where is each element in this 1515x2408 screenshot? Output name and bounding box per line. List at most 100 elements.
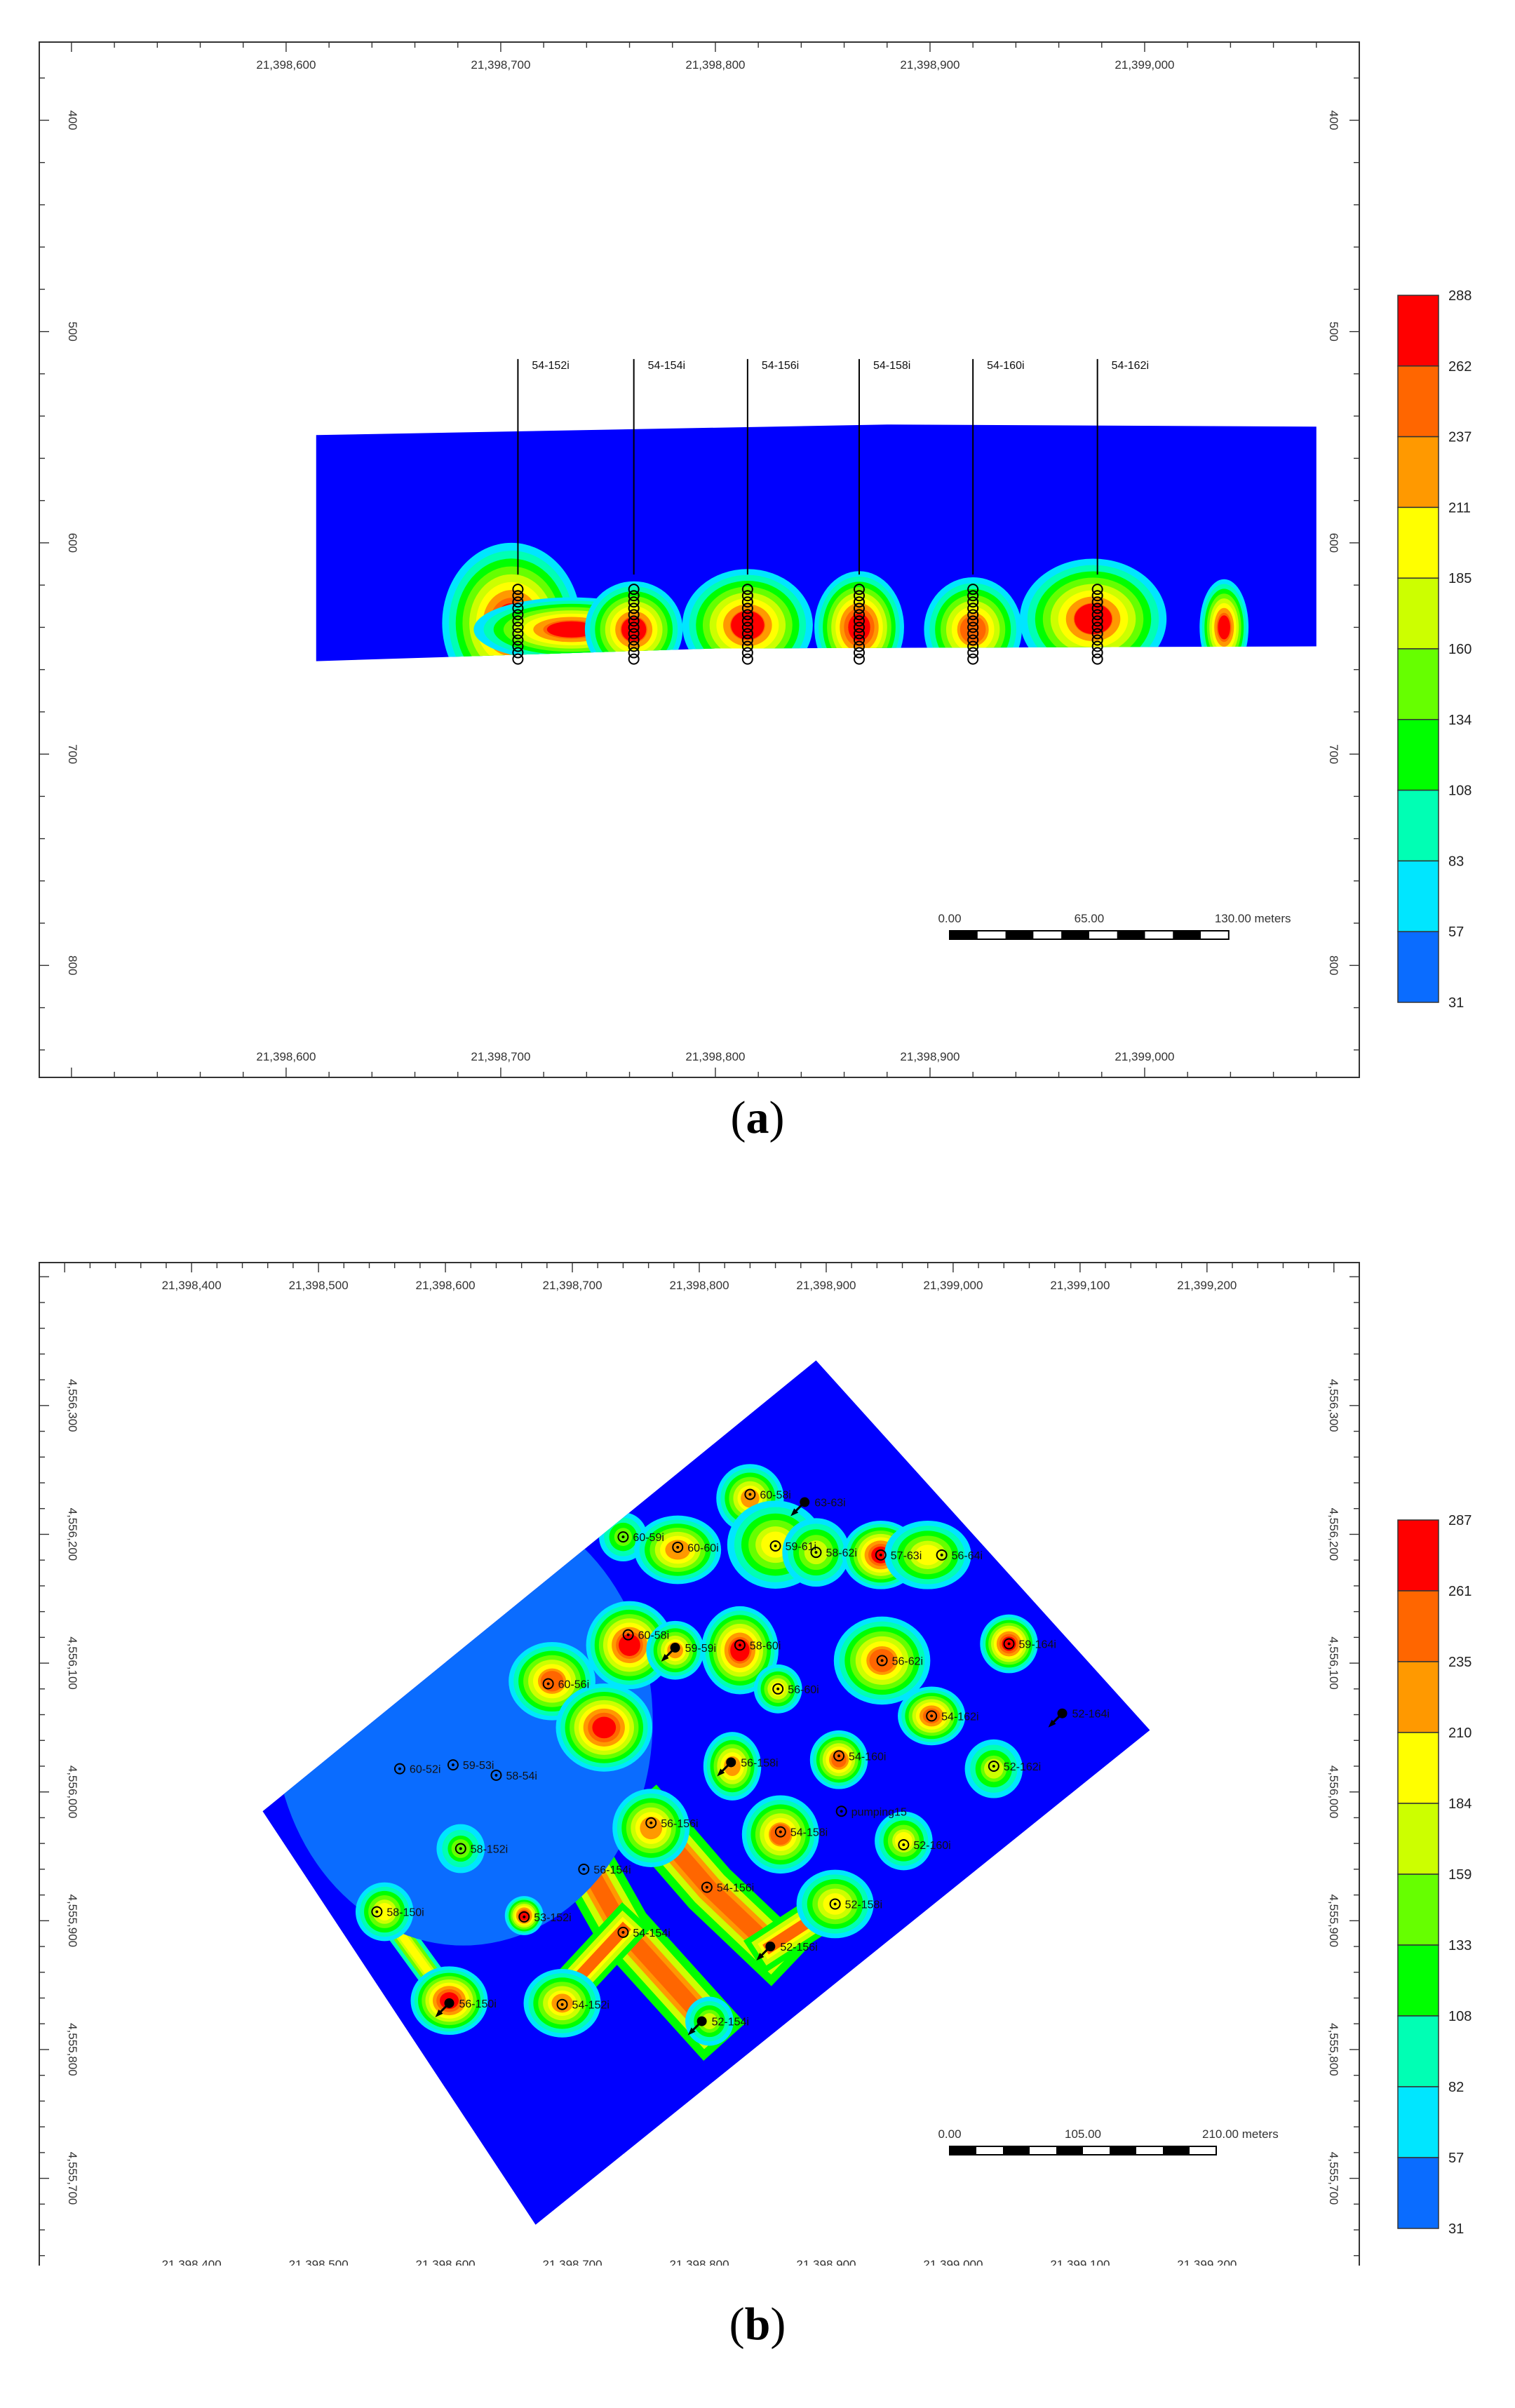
injector-well-icon — [772, 1683, 784, 1695]
legend-swatch — [1397, 506, 1439, 579]
tick-ruler — [39, 1263, 1360, 2256]
screen-marker — [628, 584, 640, 596]
wells: 60-59i 60-60i 60-58i 63-63i 59-61i 58-62i 57-6… — [371, 1488, 1110, 2036]
screen-marker — [967, 653, 979, 665]
screen-marker — [628, 628, 640, 640]
well-arrow-head — [435, 2009, 443, 2017]
injector-well-icon — [829, 1898, 841, 1910]
screen-marker — [853, 640, 865, 652]
well-label: 54-156i — [762, 360, 799, 372]
injector-well-icon — [898, 1838, 910, 1850]
well-label: 52-158i — [845, 1899, 882, 1911]
well-arrow-head — [1048, 1719, 1056, 1728]
injector-well-dot — [879, 1553, 882, 1556]
y-tick-label-left: 4,556,100 — [66, 1636, 79, 1690]
injector-well-icon — [936, 1549, 948, 1561]
injector-well-dot — [546, 1682, 550, 1686]
injector-well-icon — [734, 1639, 746, 1651]
y-tick-label-left: 4,555,700 — [66, 2152, 79, 2205]
screen-marker — [1091, 653, 1103, 665]
screen-marker — [967, 634, 979, 646]
well-label: 52-164i — [1072, 1709, 1110, 1721]
injector-well-dot — [748, 1493, 752, 1496]
screen-marker — [967, 621, 979, 633]
screen-marker — [741, 609, 753, 621]
legend-swatch — [1397, 719, 1439, 791]
y-tick-label-left: 400 — [66, 110, 79, 130]
injector-well-dot — [621, 1930, 625, 1934]
x-tick-label-top: 21,398,400 — [162, 1279, 222, 1292]
y-tick-label-right: 500 — [1327, 321, 1340, 341]
color-legend: 288 262 237 211 185 160 134 108 83 57 31 — [1397, 288, 1472, 1011]
well-label: 54-152i — [572, 2000, 610, 2012]
well-label: 54-162i — [941, 1711, 978, 1723]
well-arrow-head — [717, 1768, 725, 1777]
y-tick-label-left: 4,556,000 — [66, 1765, 79, 1819]
well-label: 60-59i — [633, 1532, 664, 1544]
screen-marker — [853, 621, 865, 633]
well-arrow — [664, 1646, 676, 1659]
injector-well-icon — [617, 1926, 629, 1938]
screen-marker — [967, 603, 979, 614]
x-tick-label-bottom: 21,398,800 — [669, 2258, 729, 2266]
screen-marker — [741, 603, 753, 614]
screen-marker — [853, 628, 865, 640]
screen-marker — [512, 609, 524, 621]
legend-swatch — [1397, 1944, 1439, 2017]
well-label: 59-59i — [685, 1643, 716, 1655]
scale-bar-segment — [1110, 2146, 1137, 2155]
screen-marker — [1091, 647, 1103, 659]
injector-well-icon — [672, 1541, 684, 1553]
injector-well-dot — [930, 1714, 934, 1718]
screen-marker — [853, 647, 865, 659]
legend-swatch — [1397, 1732, 1439, 1804]
x-tick-label-bottom: 21,398,700 — [542, 2258, 602, 2266]
y-tick-label-left: 4,555,900 — [66, 1895, 79, 1948]
injector-well-dot — [451, 1763, 454, 1767]
screen-marker — [967, 628, 979, 640]
injector-well-dot — [840, 1810, 843, 1813]
injector-well-dot — [621, 1535, 625, 1539]
injector-well-dot — [560, 2003, 564, 2006]
injector-well-icon — [490, 1769, 502, 1781]
injector-well-dot — [649, 1821, 653, 1824]
legend-swatch — [1397, 1590, 1439, 1662]
x-tick-label-top: 21,398,700 — [471, 58, 530, 72]
legend-swatch — [1397, 365, 1439, 438]
legend-label: 287 — [1448, 1513, 1472, 1528]
x-tick-label-bottom: 21,398,600 — [256, 1050, 316, 1063]
screen-marker — [628, 634, 640, 646]
plume-hotspot — [831, 1751, 847, 1768]
y-tick-label-right: 4,555,800 — [1327, 2023, 1340, 2076]
well-label: 59-61i — [786, 1541, 816, 1553]
screen-marker — [967, 590, 979, 602]
legend-label: 159 — [1448, 1867, 1472, 1883]
well-label: 54-162i — [1112, 360, 1149, 372]
chart-a: 21,398,600 21,398,600 21,398,700 21,398,700… — [39, 41, 1472, 1078]
screen-marker — [628, 609, 640, 621]
legend-swatch — [1397, 577, 1439, 650]
y-tick-label-right: 4,556,300 — [1327, 1379, 1340, 1432]
screen-marker — [853, 584, 865, 596]
x-tick-label-top: 21,398,700 — [542, 1279, 602, 1292]
injector-well-dot — [779, 1830, 782, 1834]
injector-well-icon — [875, 1549, 887, 1561]
well-label: 57-63i — [891, 1550, 922, 1562]
legend-swatch — [1397, 2086, 1439, 2158]
well-label: 54-160i — [987, 360, 1024, 372]
well-arrow-head — [661, 1654, 669, 1662]
injector-well-dot — [375, 1910, 379, 1913]
screen-marker — [853, 603, 865, 614]
x-tick-label-top: 21,398,500 — [289, 1279, 349, 1292]
x-tick-label-top: 21,399,000 — [1115, 58, 1174, 72]
well-label: 60-58i — [638, 1630, 669, 1642]
legend-label: 57 — [1448, 2151, 1464, 2166]
screen-marker — [853, 596, 865, 608]
well-label: 54-154i — [633, 1928, 670, 1939]
plume-hotspot — [666, 1540, 689, 1559]
injector-well-icon — [556, 1998, 568, 2010]
scale-bar-segment — [1056, 2146, 1084, 2155]
screen-marker — [967, 647, 979, 659]
legend-label: 82 — [1448, 2080, 1464, 2095]
x-tick-label-top: 21,399,100 — [1050, 1279, 1110, 1292]
